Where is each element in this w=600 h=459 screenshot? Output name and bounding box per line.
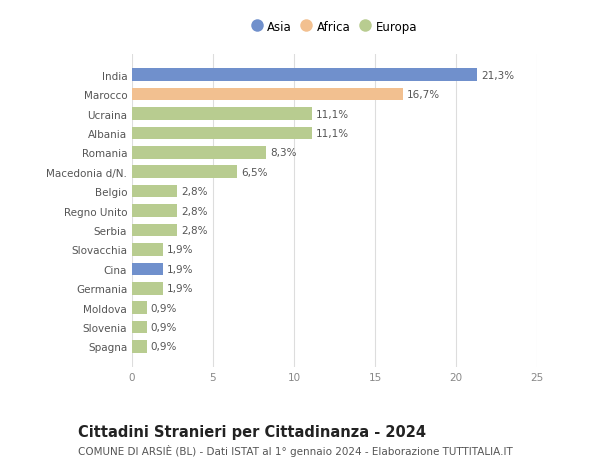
Text: 2,8%: 2,8% (181, 206, 208, 216)
Text: 1,9%: 1,9% (167, 284, 193, 294)
Text: 6,5%: 6,5% (241, 168, 268, 177)
Bar (132, 205, 178, 218)
Bar (132, 341, 146, 353)
Text: 16,7%: 16,7% (407, 90, 440, 100)
Bar (132, 185, 178, 198)
Bar (132, 166, 238, 179)
Text: 1,9%: 1,9% (167, 245, 193, 255)
Bar (132, 147, 266, 159)
Text: 2,8%: 2,8% (181, 187, 208, 197)
Text: 8,3%: 8,3% (271, 148, 297, 158)
Bar (132, 302, 146, 314)
Bar (132, 108, 312, 121)
Text: 11,1%: 11,1% (316, 109, 349, 119)
Text: 0,9%: 0,9% (151, 342, 177, 352)
Bar (132, 224, 178, 237)
Bar (132, 69, 477, 82)
Bar (132, 263, 163, 275)
Text: 0,9%: 0,9% (151, 303, 177, 313)
Bar (132, 321, 146, 334)
Bar (132, 127, 312, 140)
Bar (132, 282, 163, 295)
Text: 0,9%: 0,9% (151, 322, 177, 332)
Text: 1,9%: 1,9% (167, 264, 193, 274)
Text: Cittadini Stranieri per Cittadinanza - 2024: Cittadini Stranieri per Cittadinanza - 2… (78, 425, 426, 440)
Bar (132, 244, 163, 256)
Text: 21,3%: 21,3% (481, 71, 514, 80)
Text: 2,8%: 2,8% (181, 225, 208, 235)
Legend: Asia, Africa, Europa: Asia, Africa, Europa (248, 17, 421, 37)
Bar (132, 89, 403, 101)
Text: COMUNE DI ARSIÈ (BL) - Dati ISTAT al 1° gennaio 2024 - Elaborazione TUTTITALIA.I: COMUNE DI ARSIÈ (BL) - Dati ISTAT al 1° … (78, 444, 513, 456)
Text: 11,1%: 11,1% (316, 129, 349, 139)
